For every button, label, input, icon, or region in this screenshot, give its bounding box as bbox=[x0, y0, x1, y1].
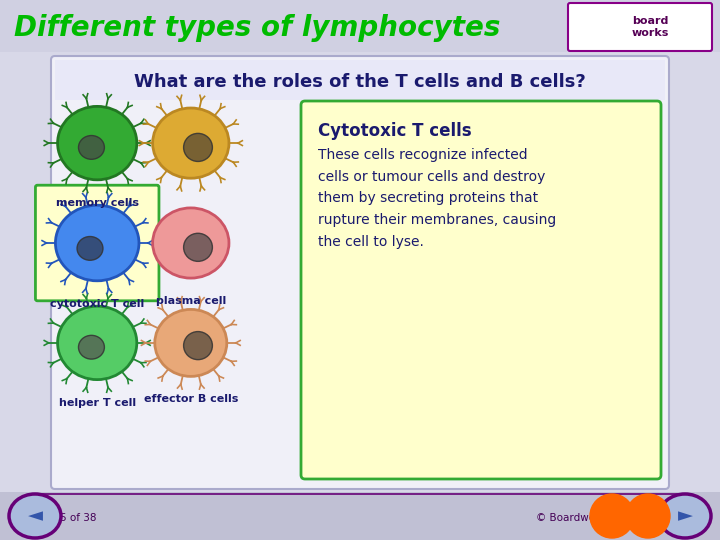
Text: ►: ► bbox=[678, 507, 693, 525]
Text: cytotoxic T cell: cytotoxic T cell bbox=[50, 299, 144, 309]
FancyBboxPatch shape bbox=[51, 56, 669, 489]
Ellipse shape bbox=[9, 494, 61, 538]
FancyBboxPatch shape bbox=[301, 101, 661, 479]
FancyBboxPatch shape bbox=[0, 0, 720, 52]
Circle shape bbox=[590, 494, 634, 538]
Ellipse shape bbox=[153, 208, 229, 278]
Ellipse shape bbox=[153, 108, 229, 178]
Ellipse shape bbox=[659, 494, 711, 538]
FancyBboxPatch shape bbox=[0, 52, 720, 492]
Ellipse shape bbox=[55, 205, 139, 281]
Text: These cells recognize infected
cells or tumour cells and destroy
them by secreti: These cells recognize infected cells or … bbox=[318, 148, 557, 249]
FancyBboxPatch shape bbox=[0, 492, 720, 540]
Text: Cytotoxic T cells: Cytotoxic T cells bbox=[318, 122, 472, 140]
Text: memory cells: memory cells bbox=[55, 198, 139, 208]
Ellipse shape bbox=[184, 233, 212, 261]
Text: © Boardworks Ltd 2008: © Boardworks Ltd 2008 bbox=[536, 513, 660, 523]
Text: board
works: board works bbox=[631, 16, 669, 38]
Text: 5 of 38: 5 of 38 bbox=[60, 513, 96, 523]
Ellipse shape bbox=[184, 133, 212, 161]
Ellipse shape bbox=[155, 309, 227, 376]
Circle shape bbox=[626, 494, 670, 538]
Ellipse shape bbox=[78, 335, 104, 359]
Text: plasma cell: plasma cell bbox=[156, 296, 226, 306]
Ellipse shape bbox=[58, 306, 137, 380]
FancyBboxPatch shape bbox=[35, 185, 159, 301]
Text: effector B cells: effector B cells bbox=[143, 394, 238, 404]
Ellipse shape bbox=[58, 106, 137, 180]
Text: ◄: ◄ bbox=[27, 507, 42, 525]
FancyBboxPatch shape bbox=[55, 60, 665, 100]
Text: helper T cell: helper T cell bbox=[58, 397, 136, 408]
Ellipse shape bbox=[78, 136, 104, 159]
Ellipse shape bbox=[184, 332, 212, 360]
Ellipse shape bbox=[77, 237, 103, 260]
FancyBboxPatch shape bbox=[568, 3, 712, 51]
Text: What are the roles of the T cells and B cells?: What are the roles of the T cells and B … bbox=[134, 73, 586, 91]
Text: Different types of lymphocytes: Different types of lymphocytes bbox=[14, 14, 500, 42]
